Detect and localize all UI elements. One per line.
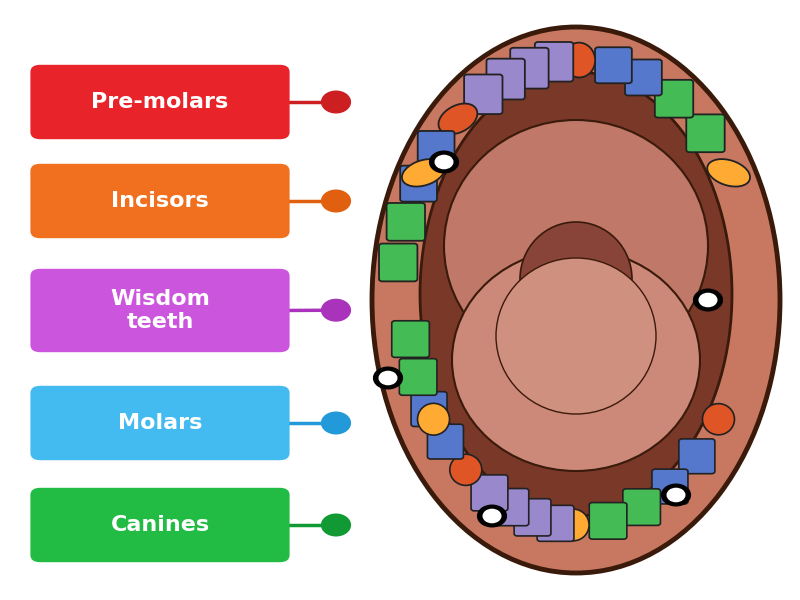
Circle shape xyxy=(322,91,350,113)
Circle shape xyxy=(374,367,402,389)
FancyBboxPatch shape xyxy=(686,115,725,152)
Text: Wisdom
teeth: Wisdom teeth xyxy=(110,289,210,332)
FancyBboxPatch shape xyxy=(427,424,463,459)
Circle shape xyxy=(322,299,350,321)
Circle shape xyxy=(483,509,501,523)
FancyBboxPatch shape xyxy=(486,59,525,100)
FancyBboxPatch shape xyxy=(464,74,502,114)
FancyBboxPatch shape xyxy=(595,47,632,83)
Circle shape xyxy=(699,293,717,307)
Circle shape xyxy=(379,371,397,385)
Ellipse shape xyxy=(452,249,700,471)
FancyBboxPatch shape xyxy=(392,321,430,358)
Ellipse shape xyxy=(520,222,632,336)
Text: Canines: Canines xyxy=(110,515,210,535)
Text: Pre-molars: Pre-molars xyxy=(91,92,229,112)
Circle shape xyxy=(478,505,506,527)
FancyBboxPatch shape xyxy=(386,203,425,241)
Ellipse shape xyxy=(438,104,478,134)
FancyBboxPatch shape xyxy=(492,488,529,526)
FancyBboxPatch shape xyxy=(652,469,688,504)
Ellipse shape xyxy=(496,258,656,414)
Circle shape xyxy=(667,488,685,502)
FancyBboxPatch shape xyxy=(30,488,290,562)
Ellipse shape xyxy=(707,159,750,187)
FancyBboxPatch shape xyxy=(30,65,290,139)
FancyBboxPatch shape xyxy=(411,392,447,427)
FancyBboxPatch shape xyxy=(510,48,549,89)
FancyBboxPatch shape xyxy=(30,269,290,352)
Ellipse shape xyxy=(402,159,445,187)
Ellipse shape xyxy=(372,27,780,573)
FancyBboxPatch shape xyxy=(655,80,694,118)
Circle shape xyxy=(662,484,690,506)
FancyBboxPatch shape xyxy=(400,166,437,202)
Text: Molars: Molars xyxy=(118,413,202,433)
FancyBboxPatch shape xyxy=(535,42,574,82)
Ellipse shape xyxy=(563,43,595,77)
Circle shape xyxy=(435,155,453,169)
Text: Incisors: Incisors xyxy=(111,191,209,211)
FancyBboxPatch shape xyxy=(399,359,437,395)
Circle shape xyxy=(322,190,350,212)
Circle shape xyxy=(322,412,350,434)
Ellipse shape xyxy=(702,404,734,435)
FancyBboxPatch shape xyxy=(590,503,627,539)
Ellipse shape xyxy=(450,454,482,485)
FancyBboxPatch shape xyxy=(537,505,574,541)
Ellipse shape xyxy=(420,72,732,516)
FancyBboxPatch shape xyxy=(514,499,551,536)
FancyBboxPatch shape xyxy=(625,59,662,95)
FancyBboxPatch shape xyxy=(679,439,715,473)
Circle shape xyxy=(694,289,722,311)
Ellipse shape xyxy=(557,509,589,541)
Circle shape xyxy=(322,514,350,536)
FancyBboxPatch shape xyxy=(30,164,290,238)
Ellipse shape xyxy=(418,403,450,435)
FancyBboxPatch shape xyxy=(418,131,454,167)
FancyBboxPatch shape xyxy=(623,489,661,526)
FancyBboxPatch shape xyxy=(471,475,508,511)
Circle shape xyxy=(430,151,458,173)
Ellipse shape xyxy=(444,120,708,372)
FancyBboxPatch shape xyxy=(30,386,290,460)
FancyBboxPatch shape xyxy=(379,244,418,281)
